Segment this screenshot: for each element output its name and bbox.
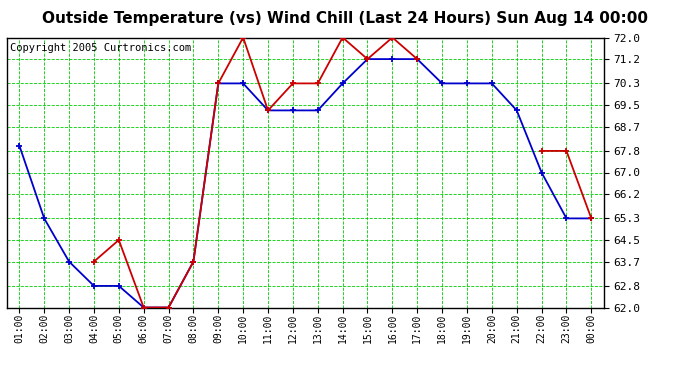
Text: Copyright 2005 Curtronics.com: Copyright 2005 Curtronics.com	[10, 43, 191, 53]
Text: Outside Temperature (vs) Wind Chill (Last 24 Hours) Sun Aug 14 00:00: Outside Temperature (vs) Wind Chill (Las…	[42, 11, 648, 26]
